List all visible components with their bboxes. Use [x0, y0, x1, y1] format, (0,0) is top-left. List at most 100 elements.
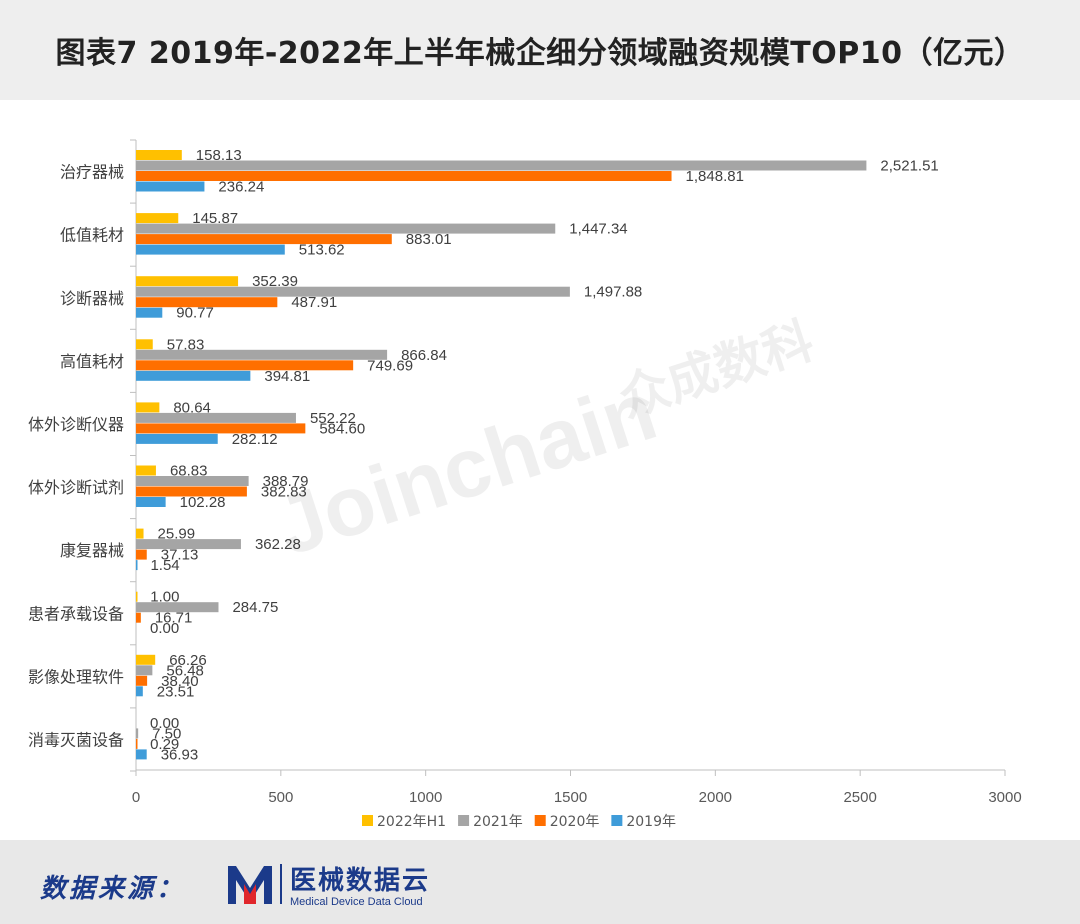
- category-label: 康复器械: [60, 541, 124, 560]
- x-tick-label: 2000: [699, 789, 732, 806]
- bar: [136, 286, 570, 297]
- bar: [136, 370, 251, 381]
- data-label: 382.83: [261, 484, 307, 501]
- data-label: 394.81: [264, 368, 310, 385]
- data-label: 68.83: [170, 463, 208, 480]
- bar: [136, 749, 147, 760]
- x-tick-label: 0: [132, 789, 140, 806]
- data-label: 38.40: [161, 673, 199, 690]
- logo-text-cn: 医械数据云: [290, 866, 431, 896]
- bar: [136, 213, 179, 224]
- category-label: 治疗器械: [60, 163, 124, 182]
- bar: [136, 476, 249, 486]
- data-label: 145.87: [192, 210, 238, 227]
- bar: [136, 349, 388, 360]
- data-label: 102.28: [180, 494, 226, 511]
- bar: [136, 728, 139, 739]
- legend-label: 2019年: [626, 814, 676, 830]
- logo-divider: [280, 864, 282, 904]
- bar: [136, 244, 285, 255]
- title-bar: 图表7 2019年-2022年上半年械企细分领域融资规模TOP10（亿元）: [0, 0, 1080, 100]
- data-label: 866.84: [401, 347, 447, 364]
- bar: [136, 675, 148, 686]
- data-label: 16.71: [155, 610, 193, 627]
- category-label: 患者承载设备: [28, 604, 124, 623]
- data-label: 80.64: [173, 399, 211, 416]
- bar: [136, 612, 141, 623]
- legend-swatch: [611, 815, 623, 826]
- bar: [136, 181, 205, 192]
- bar: [136, 150, 182, 160]
- category-label: 高值耗材: [60, 352, 124, 371]
- m-logo-icon: [228, 866, 272, 904]
- data-label: 57.83: [167, 336, 205, 353]
- bar: [136, 602, 219, 613]
- data-label: 36.93: [161, 746, 199, 763]
- data-label: 1,848.81: [686, 168, 744, 185]
- legend-swatch: [534, 815, 546, 826]
- x-tick-label: 3000: [988, 789, 1021, 806]
- bar: [136, 160, 867, 171]
- data-label: 7.50: [152, 725, 181, 742]
- bar: [136, 528, 144, 539]
- bar: [136, 486, 247, 497]
- bar: [136, 497, 166, 507]
- data-label: 37.13: [161, 547, 199, 564]
- data-label: 90.77: [176, 305, 214, 322]
- logo-text-en: Medical Device Data Cloud: [290, 896, 423, 908]
- bar: [136, 560, 138, 571]
- data-label: 388.79: [263, 473, 309, 490]
- bar: [136, 223, 556, 234]
- bar: [136, 591, 138, 602]
- legend-swatch: [458, 815, 470, 826]
- bar: [136, 654, 156, 665]
- bar: [136, 402, 160, 413]
- category-label: 体外诊断仪器: [28, 415, 124, 434]
- category-label: 影像处理软件: [28, 667, 124, 686]
- bar: [136, 433, 218, 444]
- legend-label: 2022年H1: [377, 814, 446, 830]
- legend-swatch: [362, 815, 373, 826]
- bar: [136, 738, 138, 749]
- data-label: 362.28: [255, 536, 301, 553]
- data-label: 584.60: [319, 420, 365, 437]
- data-label: 883.01: [406, 231, 452, 248]
- data-label: 0.00: [150, 620, 179, 637]
- category-label: 体外诊断试剂: [28, 478, 124, 497]
- data-label: 1.54: [150, 557, 179, 574]
- bar: [136, 686, 143, 697]
- bar: [136, 665, 153, 676]
- bar: [136, 423, 306, 434]
- data-label: 352.39: [252, 273, 298, 290]
- bar: [136, 339, 153, 350]
- legend-label: 2021年: [473, 814, 523, 830]
- bar: [136, 360, 354, 371]
- data-label: 2,521.51: [880, 158, 938, 175]
- data-label: 0.29: [150, 736, 179, 753]
- data-label: 158.13: [196, 147, 242, 164]
- data-label: 552.22: [310, 410, 356, 427]
- data-label: 513.62: [299, 242, 345, 259]
- bar: [136, 171, 672, 181]
- chart-title: 图表7 2019年-2022年上半年械企细分领域融资规模TOP10（亿元）: [55, 36, 1025, 71]
- data-label: 749.69: [367, 357, 413, 374]
- category-label: 消毒灭菌设备: [28, 730, 124, 749]
- data-label: 1.00: [150, 589, 179, 606]
- bar: [136, 549, 147, 560]
- bar-chart: 0 500 1000 1500 2000 2500 3000 治疗器械低值耗材诊断器械高值耗材…: [28, 139, 1022, 830]
- x-tick-label: 1500: [554, 789, 587, 806]
- data-label: 282.12: [232, 431, 278, 448]
- legend-label: 2020年: [550, 814, 600, 830]
- x-tick-label: 1000: [409, 789, 442, 806]
- data-label: 236.24: [218, 179, 264, 196]
- source-label: 数据来源：: [40, 874, 186, 904]
- data-label: 56.48: [166, 662, 204, 679]
- source-footer: 数据来源： 医械数据云 Medical Device Data Cloud: [0, 840, 1080, 924]
- data-label: 66.26: [169, 652, 207, 669]
- x-tick-label: 500: [268, 789, 293, 806]
- bar: [136, 412, 296, 423]
- bar: [136, 465, 156, 476]
- data-label: 1,447.34: [569, 221, 627, 238]
- bar: [136, 307, 163, 318]
- bar: [136, 539, 241, 550]
